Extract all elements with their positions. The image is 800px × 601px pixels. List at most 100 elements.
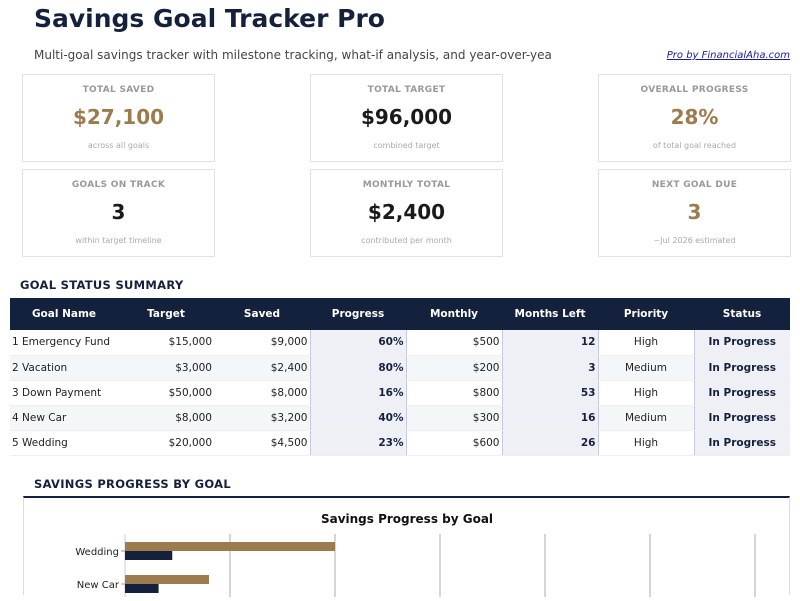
priority-cell: Medium bbox=[598, 405, 694, 431]
status-badge: In Progress bbox=[693, 380, 790, 406]
kpi-card-monthly-total: MONTHLY TOTAL $2,400 contributed per mon… bbox=[310, 169, 503, 257]
monthly-cell: $600 bbox=[406, 430, 502, 456]
kpi-label: GOALS ON TRACK bbox=[71, 180, 166, 190]
priority-cell: High bbox=[598, 330, 694, 356]
progress-cell: 60% bbox=[309, 330, 407, 356]
kpi-value: 3 bbox=[687, 200, 702, 224]
monthly-cell: $300 bbox=[406, 405, 502, 431]
progress-cell: 80% bbox=[309, 355, 407, 381]
column-header: Priority bbox=[598, 298, 694, 330]
column-header: Status bbox=[694, 298, 790, 330]
page-subtitle: Multi-goal savings tracker with mileston… bbox=[34, 48, 552, 62]
table-row: 1 Emergency Fund $15,000 $9,000 60% $500 1… bbox=[10, 330, 790, 356]
priority-cell: High bbox=[598, 430, 694, 456]
goal-name-cell: 2 Vacation bbox=[10, 355, 118, 381]
chart-title: Savings Progress by Goal bbox=[321, 512, 493, 526]
bar-new-car-series-1 bbox=[125, 584, 159, 593]
monthly-cell: $800 bbox=[406, 380, 502, 406]
target-cell: $8,000 bbox=[118, 405, 214, 431]
goal-name: Emergency Fund bbox=[22, 336, 111, 349]
page-title: Savings Goal Tracker Pro bbox=[34, 4, 385, 33]
kpi-card-next-goal-due: NEXT GOAL DUE 3 ~Jul 2026 estimated bbox=[598, 169, 791, 257]
months-left-cell: 3 bbox=[501, 355, 599, 381]
table-row: 5 Wedding $20,000 $4,500 23% $600 26 High I… bbox=[10, 430, 790, 456]
bar-wedding-series-0 bbox=[125, 542, 335, 551]
table-row: 3 Down Payment $50,000 $8,000 16% $800 53 H… bbox=[10, 380, 790, 406]
kpi-label: MONTHLY TOTAL bbox=[362, 180, 451, 190]
category-label: Wedding bbox=[75, 547, 119, 558]
goal-index: 1 bbox=[12, 336, 19, 349]
target-cell: $50,000 bbox=[118, 380, 214, 406]
progress-cell: 40% bbox=[309, 405, 407, 431]
saved-cell: $4,500 bbox=[214, 430, 310, 456]
goal-status-table: Goal Name Target Saved Progress Monthly Month… bbox=[10, 298, 790, 456]
kpi-caption: ~Jul 2026 estimated bbox=[653, 236, 736, 245]
target-cell: $3,000 bbox=[118, 355, 214, 381]
kpi-caption: contributed per month bbox=[361, 236, 452, 245]
status-badge: In Progress bbox=[693, 430, 790, 456]
column-header: Progress bbox=[310, 298, 406, 330]
months-left-cell: 53 bbox=[501, 380, 599, 406]
column-header: Monthly bbox=[406, 298, 502, 330]
table-row: 4 New Car $8,000 $3,200 40% $300 16 Medium … bbox=[10, 405, 790, 431]
kpi-card-total-target: TOTAL TARGET $96,000 combined target bbox=[310, 74, 503, 162]
kpi-label: OVERALL PROGRESS bbox=[640, 85, 749, 95]
kpi-caption: across all goals bbox=[87, 141, 150, 150]
goal-name-cell: 1 Emergency Fund bbox=[10, 330, 118, 356]
goal-status-heading: GOAL STATUS SUMMARY bbox=[20, 278, 184, 292]
kpi-value: 3 bbox=[111, 200, 126, 224]
goal-index: 5 bbox=[12, 436, 19, 449]
column-header: Target bbox=[118, 298, 214, 330]
kpi-value: 28% bbox=[670, 105, 719, 129]
kpi-label: TOTAL SAVED bbox=[82, 85, 155, 95]
status-badge: In Progress bbox=[693, 355, 790, 381]
goal-index: 2 bbox=[12, 361, 19, 374]
monthly-cell: $500 bbox=[406, 330, 502, 356]
category-label: New Car bbox=[77, 580, 120, 591]
column-header: Saved bbox=[214, 298, 310, 330]
months-left-cell: 12 bbox=[501, 330, 599, 356]
goal-name-cell: 3 Down Payment bbox=[10, 380, 118, 406]
bar-new-car-series-0 bbox=[125, 575, 209, 584]
priority-cell: High bbox=[598, 380, 694, 406]
goal-name-cell: 4 New Car bbox=[10, 405, 118, 431]
goal-name: Wedding bbox=[22, 436, 68, 449]
status-badge: In Progress bbox=[693, 405, 790, 431]
kpi-card-overall-progress: OVERALL PROGRESS 28% of total goal reach… bbox=[598, 74, 791, 162]
goal-name: Down Payment bbox=[22, 386, 102, 399]
kpi-label: NEXT GOAL DUE bbox=[651, 180, 738, 190]
goal-name: Vacation bbox=[22, 361, 68, 374]
chart-section-heading: SAVINGS PROGRESS BY GOAL bbox=[34, 477, 231, 491]
kpi-value: $27,100 bbox=[72, 105, 165, 129]
saved-cell: $9,000 bbox=[214, 330, 310, 356]
column-header: Months Left bbox=[502, 298, 598, 330]
kpi-caption: within target timeline bbox=[75, 236, 162, 245]
kpi-card-total-saved: TOTAL SAVED $27,100 across all goals bbox=[22, 74, 215, 162]
kpi-card-goals-on-track: GOALS ON TRACK 3 within target timeline bbox=[22, 169, 215, 257]
target-cell: $20,000 bbox=[118, 430, 214, 456]
chart-container: Savings Progress by Goal Wedding New Car bbox=[23, 496, 790, 597]
kpi-value: $96,000 bbox=[360, 105, 453, 129]
kpi-caption: combined target bbox=[373, 141, 440, 150]
goal-name-cell: 5 Wedding bbox=[10, 430, 118, 456]
kpi-value: $2,400 bbox=[367, 200, 446, 224]
kpi-label: TOTAL TARGET bbox=[367, 85, 446, 95]
saved-cell: $8,000 bbox=[214, 380, 310, 406]
saved-cell: $3,200 bbox=[214, 405, 310, 431]
target-cell: $15,000 bbox=[118, 330, 214, 356]
months-left-cell: 26 bbox=[501, 430, 599, 456]
pro-link[interactable]: Pro by FinancialAha.com bbox=[666, 50, 790, 61]
goal-index: 3 bbox=[12, 386, 19, 399]
priority-cell: Medium bbox=[598, 355, 694, 381]
goal-index: 4 bbox=[12, 411, 19, 424]
monthly-cell: $200 bbox=[406, 355, 502, 381]
progress-cell: 23% bbox=[309, 430, 407, 456]
table-row: 2 Vacation $3,000 $2,400 80% $200 3 Medium … bbox=[10, 355, 790, 381]
progress-cell: 16% bbox=[309, 380, 407, 406]
goal-name: New Car bbox=[22, 411, 67, 424]
kpi-caption: of total goal reached bbox=[652, 141, 737, 150]
column-header: Goal Name bbox=[10, 298, 118, 330]
bar-wedding-series-1 bbox=[125, 551, 173, 560]
saved-cell: $2,400 bbox=[214, 355, 310, 381]
savings-progress-chart: Savings Progress by Goal Wedding New Car bbox=[75, 512, 756, 597]
